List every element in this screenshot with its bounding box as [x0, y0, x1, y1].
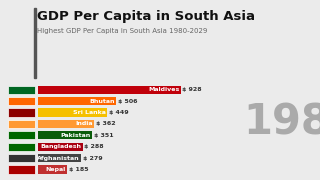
Bar: [38, 165, 67, 174]
Bar: [38, 97, 116, 105]
Text: $ 185: $ 185: [68, 167, 88, 172]
Text: Afghanistan: Afghanistan: [37, 156, 80, 161]
Text: Pakistan: Pakistan: [61, 133, 91, 138]
Bar: [38, 86, 180, 94]
Text: $ 449: $ 449: [109, 110, 129, 115]
Text: $ 506: $ 506: [118, 99, 137, 104]
Bar: [38, 108, 107, 117]
Text: $ 288: $ 288: [84, 144, 104, 149]
Bar: [38, 120, 94, 128]
Text: India: India: [75, 121, 93, 126]
Text: $ 928: $ 928: [182, 87, 202, 92]
Text: $ 362: $ 362: [96, 121, 115, 126]
Text: Sri Lanka: Sri Lanka: [73, 110, 106, 115]
Text: Nepal: Nepal: [45, 167, 66, 172]
Bar: [38, 131, 92, 140]
Text: 1989: 1989: [243, 101, 320, 143]
Text: GDP Per Capita in South Asia: GDP Per Capita in South Asia: [37, 10, 255, 23]
Bar: [38, 143, 83, 151]
Text: Bangladesh: Bangladesh: [40, 144, 81, 149]
Text: Highest GDP Per Capita in South Asia 1980-2029: Highest GDP Per Capita in South Asia 198…: [37, 28, 208, 34]
Text: $ 351: $ 351: [94, 133, 114, 138]
Bar: [38, 154, 81, 162]
Text: $ 279: $ 279: [83, 156, 103, 161]
Text: Maldives: Maldives: [148, 87, 180, 92]
Text: Bhutan: Bhutan: [89, 99, 115, 104]
